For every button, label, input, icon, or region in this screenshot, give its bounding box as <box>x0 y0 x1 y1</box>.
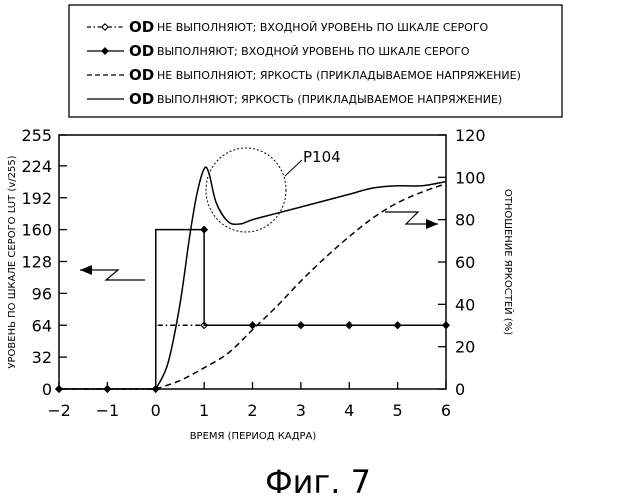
legend-entry: ODНЕ ВЫПОЛНЯЮТ; ЯРКОСТЬ (ПРИКЛАДЫВАЕМОЕ … <box>87 66 521 84</box>
x-tick-label: −2 <box>47 401 71 420</box>
right-axis-indicator-arrow-icon <box>385 212 438 229</box>
y-axis-left: 0 32 64 96 128 160 192 224 255 <box>21 126 67 399</box>
x-tick-label: 6 <box>441 401 451 420</box>
series-line <box>156 184 446 389</box>
legend-entry: ODВЫПОЛНЯЮТ; ЯРКОСТЬ (ПРИКЛАДЫВАЕМОЕ НАП… <box>87 90 502 108</box>
y-left-tick-label: 160 <box>21 221 52 240</box>
legend-od-label: OD <box>129 18 154 36</box>
y-right-tick-label: 100 <box>455 168 486 187</box>
series-point <box>249 322 255 328</box>
series-1 <box>56 322 449 392</box>
series-point <box>394 322 400 328</box>
legend-label: ВЫПОЛНЯЮТ; ВХОДНОЙ УРОВЕНЬ ПО ШКАЛЕ СЕРО… <box>157 45 470 58</box>
x-tick-label: 4 <box>344 401 354 420</box>
legend-marker <box>102 24 108 30</box>
y-left-tick-label: 64 <box>32 316 52 335</box>
legend: ODНЕ ВЫПОЛНЯЮТ; ВХОДНОЙ УРОВЕНЬ ПО ШКАЛЕ… <box>69 5 562 117</box>
y-right-tick-label: 0 <box>455 380 465 399</box>
y-left-tick-label: 32 <box>32 348 52 367</box>
series-3 <box>156 184 446 389</box>
series-point <box>56 386 62 392</box>
legend-od-label: OD <box>129 42 154 60</box>
legend-label: НЕ ВЫПОЛНЯЮТ; ВХОДНОЙ УРОВЕНЬ ПО ШКАЛЕ С… <box>157 21 489 34</box>
legend-entry: ODНЕ ВЫПОЛНЯЮТ; ВХОДНОЙ УРОВЕНЬ ПО ШКАЛЕ… <box>87 18 489 36</box>
series-point <box>104 386 110 392</box>
y-right-tick-label: 20 <box>455 338 475 357</box>
y-axis-right: 0 20 40 60 80 100 120 <box>438 126 486 399</box>
y-left-tick-label: 0 <box>42 380 52 399</box>
left-axis-indicator-arrow-icon <box>80 265 145 280</box>
series-point <box>346 322 352 328</box>
x-tick-label: 2 <box>247 401 257 420</box>
x-axis-title: ВРЕМЯ (ПЕРИОД КАДРА) <box>190 431 317 442</box>
annotation-p104-leader <box>285 160 302 176</box>
legend-label: ВЫПОЛНЯЮТ; ЯРКОСТЬ (ПРИКЛАДЫВАЕМОЕ НАПРЯ… <box>157 93 502 106</box>
y-left-tick-label: 255 <box>21 126 52 145</box>
figure-caption: Фиг. 7 <box>265 463 371 500</box>
series-point <box>298 322 304 328</box>
annotation-p104-label: P104 <box>303 148 341 166</box>
x-tick-label: 5 <box>393 401 403 420</box>
legend-marker <box>102 48 108 54</box>
y-left-tick-label: 224 <box>21 157 52 176</box>
series-point <box>443 322 449 328</box>
y-left-tick-label: 192 <box>21 189 52 208</box>
legend-entry: ODВЫПОЛНЯЮТ; ВХОДНОЙ УРОВЕНЬ ПО ШКАЛЕ СЕ… <box>87 42 470 60</box>
y-right-tick-label: 60 <box>455 253 475 272</box>
x-tick-label: −1 <box>96 401 120 420</box>
y-left-tick-label: 128 <box>21 253 52 272</box>
plot-frame <box>59 135 446 389</box>
x-tick-label: 0 <box>151 401 161 420</box>
legend-od-label: OD <box>129 66 154 84</box>
x-tick-label: 3 <box>296 401 306 420</box>
y-right-tick-label: 80 <box>455 211 475 230</box>
series-line <box>59 325 446 389</box>
x-tick-label: 1 <box>199 401 209 420</box>
y-axis-left-title: УРОВЕНЬ ПО ШКАЛЕ СЕРОГО LUT (v/255) <box>7 155 18 368</box>
annotation-p104-circle <box>206 148 286 232</box>
y-left-tick-label: 96 <box>32 284 52 303</box>
legend-od-label: OD <box>129 90 154 108</box>
y-right-tick-label: 40 <box>455 295 475 314</box>
legend-label: НЕ ВЫПОЛНЯЮТ; ЯРКОСТЬ (ПРИКЛАДЫВАЕМОЕ НА… <box>157 69 521 82</box>
y-right-tick-label: 120 <box>455 126 486 145</box>
series-line <box>59 230 446 389</box>
series-point <box>201 226 207 232</box>
y-axis-right-title: ОТНОШЕНИЕ ЯРКОСТЕЙ (%) <box>502 189 515 335</box>
series-2 <box>56 226 449 392</box>
